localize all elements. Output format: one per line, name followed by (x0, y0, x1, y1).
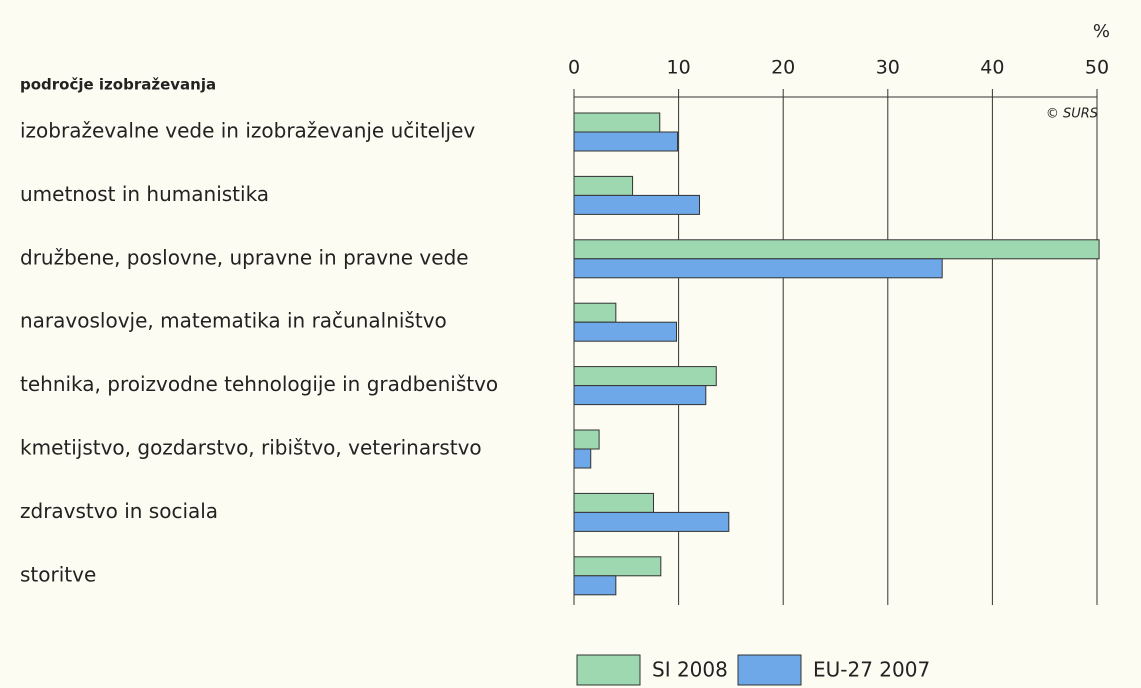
bar (573, 448, 592, 469)
bar (573, 366, 717, 387)
legend-label: SI 2008 (652, 658, 728, 682)
y-tick-label: izobraževalne vede in izobraževanje učit… (20, 119, 475, 143)
legend-swatch (576, 654, 641, 686)
bar (573, 302, 617, 323)
bar (573, 321, 678, 342)
x-tick-label: 10 (667, 57, 691, 79)
x-tick-label: 50 (1085, 57, 1109, 79)
legend-label: EU-27 2007 (813, 658, 930, 682)
bar (573, 385, 707, 406)
bar (573, 511, 730, 532)
chart-title: področje izobraževanja (20, 76, 216, 94)
y-tick-label: zdravstvo in sociala (20, 499, 218, 523)
bar (573, 429, 600, 450)
y-tick-label: družbene, poslovne, upravne in pravne ve… (20, 245, 469, 269)
x-tick-label: 30 (876, 57, 900, 79)
bar (573, 112, 661, 133)
x-tick-label: 0 (568, 57, 580, 79)
y-tick-label: umetnost in humanistika (20, 182, 269, 206)
bar (573, 239, 1100, 260)
source: © SURS (1046, 107, 1098, 122)
x-tick-label: 20 (771, 57, 795, 79)
y-tick-label: kmetijstvo, gozdarstvo, ribištvo, veteri… (20, 436, 482, 460)
bar (573, 194, 701, 215)
unit-label: % (1093, 21, 1110, 42)
x-tick-label: 40 (980, 57, 1004, 79)
y-tick-label: naravoslovje, matematika in računalništv… (20, 309, 447, 333)
y-tick-label: tehnika, proizvodne tehnologije in gradb… (20, 372, 498, 396)
bar (573, 175, 634, 196)
legend-swatch (737, 654, 802, 686)
bar (573, 258, 943, 279)
bar (573, 131, 679, 152)
bar (573, 492, 654, 513)
bar (573, 556, 662, 577)
bar (573, 575, 617, 596)
y-tick-label: storitve (20, 562, 96, 586)
